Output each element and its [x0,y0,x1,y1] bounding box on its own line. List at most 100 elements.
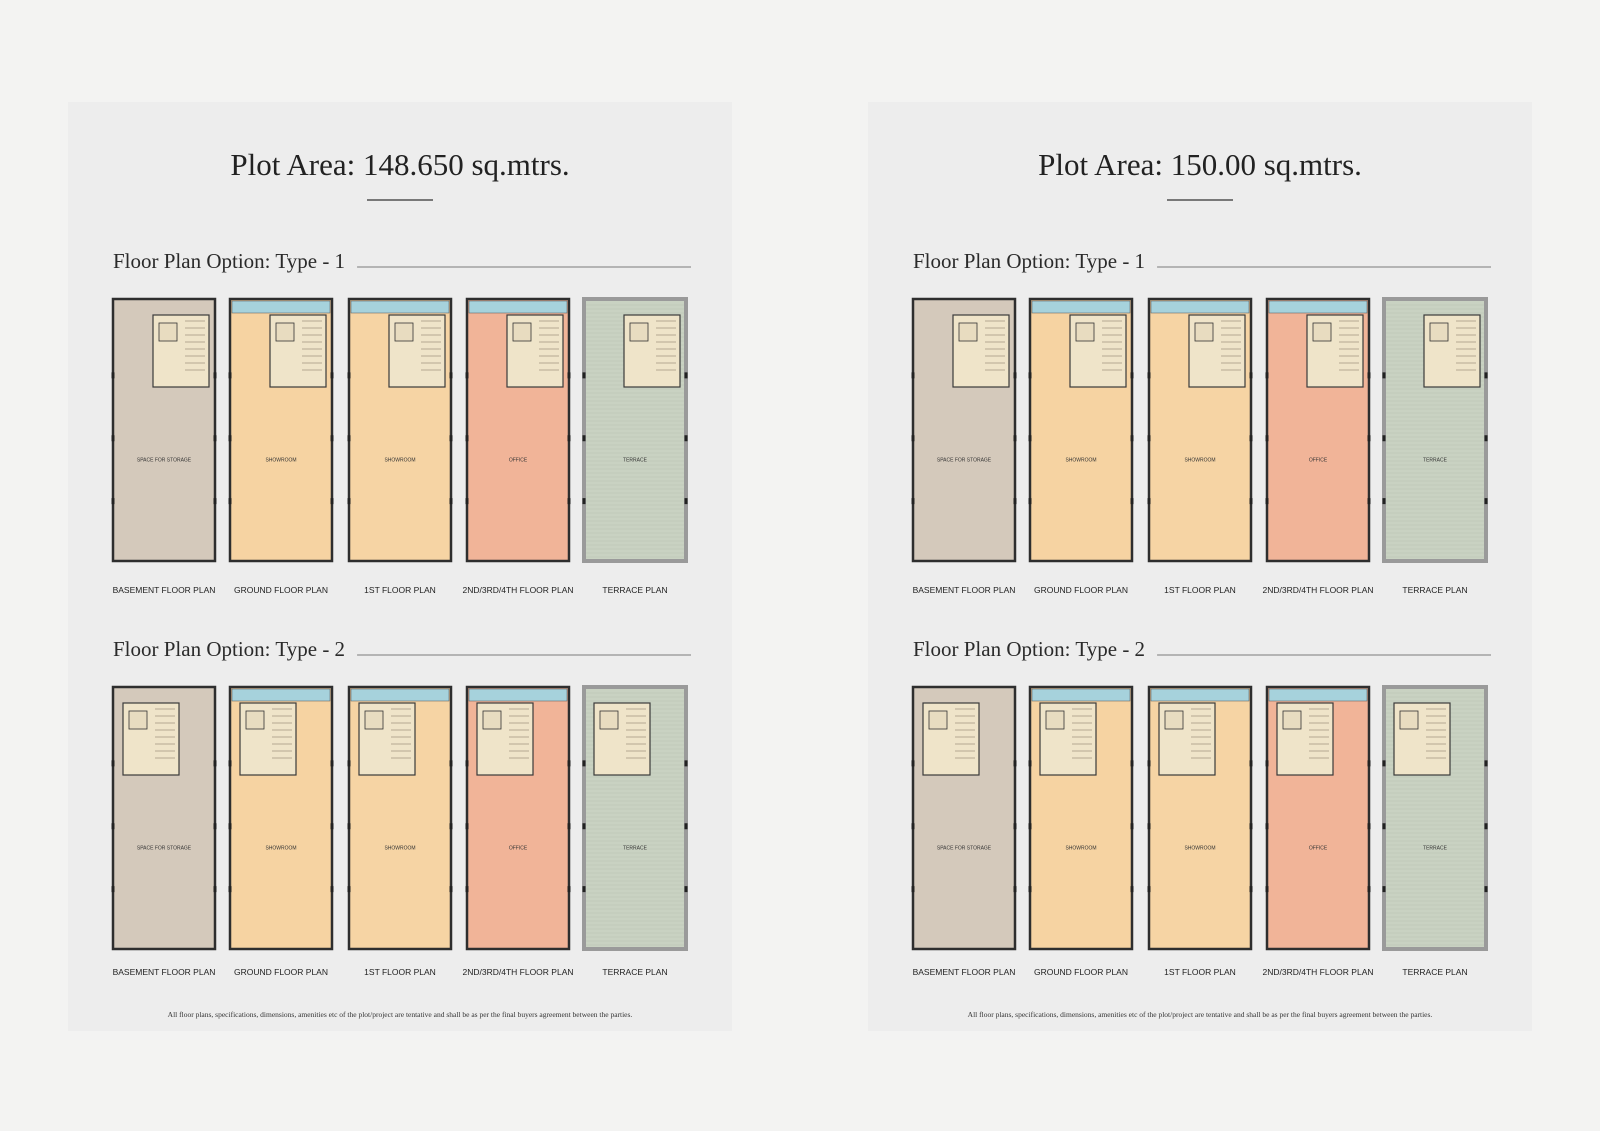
plan-caption: BASEMENT FLOOR PLAN [913,585,1016,595]
column [228,498,232,505]
toilet-strip [350,300,450,314]
room-label: SHOWROOM [1184,457,1215,463]
column [1265,823,1269,830]
toilet-strip [468,300,568,314]
section-heading: Floor Plan Option: Type - 2 [913,637,1145,661]
room-label: SHOWROOM [265,457,296,463]
column [1130,760,1134,767]
column [684,760,688,767]
floor-plan: TERRACE TERRACE PLAN [1382,685,1488,977]
column [1147,823,1151,830]
disclaimer: All floor plans, specifications, dimensi… [168,1010,633,1019]
column [582,372,586,379]
plot-area-title: Plot Area: 150.00 sq.mtrs. [1038,147,1362,182]
column [465,372,469,379]
column [911,886,915,893]
column [1382,886,1386,893]
column [330,372,334,379]
lift [1429,322,1449,342]
room-label: TERRACE [1423,845,1448,851]
column [330,886,334,893]
column [347,498,351,505]
column [228,886,232,893]
plan-caption: BASEMENT FLOOR PLAN [113,585,216,595]
floor-plan: SHOWROOM GROUND FLOOR PLAN [1028,297,1134,595]
column [1013,372,1017,379]
column [684,498,688,505]
column [1249,886,1253,893]
plan-caption: TERRACE PLAN [1402,967,1467,977]
core [152,314,210,388]
column [228,435,232,442]
lift [482,710,502,730]
toilet-strip [1031,300,1131,314]
column [1265,498,1269,505]
floor-plan: SPACE FOR STORAGE BASEMENT FLOOR PLAN [911,685,1017,977]
column [1013,760,1017,767]
column [1382,372,1386,379]
room-label: SHOWROOM [1065,457,1096,463]
column [1265,372,1269,379]
room-label: OFFICE [1309,457,1328,463]
toilet-strip [350,688,450,702]
room-label: SHOWROOM [1184,845,1215,851]
column [1028,760,1032,767]
floor-plan: SHOWROOM GROUND FLOOR PLAN [228,685,334,977]
column [111,435,115,442]
column [1147,498,1151,505]
floor-plan: SPACE FOR STORAGE BASEMENT FLOOR PLAN [911,297,1017,595]
column [228,760,232,767]
column [1013,435,1017,442]
lift [1164,710,1184,730]
column [1147,886,1151,893]
column [1147,760,1151,767]
plan-caption: 1ST FLOOR PLAN [1164,967,1236,977]
lift [629,322,649,342]
column [213,760,217,767]
column [465,498,469,505]
column [213,435,217,442]
core [122,702,180,776]
plan-caption: 2ND/3RD/4TH FLOOR PLAN [463,967,574,977]
column [1028,435,1032,442]
column [1484,498,1488,505]
toilet-strip [231,300,331,314]
column [1367,886,1371,893]
column [347,435,351,442]
column [1130,435,1134,442]
column [684,435,688,442]
room-label: TERRACE [623,845,648,851]
toilet-strip [1031,688,1131,702]
lift [599,710,619,730]
disclaimer: All floor plans, specifications, dimensi… [968,1010,1433,1019]
floor-plan: SHOWROOM GROUND FLOOR PLAN [228,297,334,595]
floor-plan: OFFICE 2ND/3RD/4TH FLOOR PLAN [1263,297,1374,595]
column [449,372,453,379]
lift [1282,710,1302,730]
column [911,823,915,830]
floor-plan: OFFICE 2ND/3RD/4TH FLOOR PLAN [1263,685,1374,977]
column [684,823,688,830]
column [1265,760,1269,767]
floor-plan: SHOWROOM 1ST FLOOR PLAN [1147,297,1253,595]
column [684,886,688,893]
floor-plan: OFFICE 2ND/3RD/4TH FLOOR PLAN [463,685,574,977]
column [1382,498,1386,505]
column [213,498,217,505]
room-label: SPACE FOR STORAGE [937,457,992,463]
lift [1312,322,1332,342]
column [582,498,586,505]
column [567,498,571,505]
column [911,435,915,442]
column [1484,372,1488,379]
column [1028,886,1032,893]
column [911,498,915,505]
column [1249,498,1253,505]
column [1028,498,1032,505]
column [228,823,232,830]
room-label: SPACE FOR STORAGE [137,457,192,463]
floor-plan: TERRACE TERRACE PLAN [1382,297,1488,595]
toilet-strip [1150,300,1250,314]
room-label: SHOWROOM [384,845,415,851]
